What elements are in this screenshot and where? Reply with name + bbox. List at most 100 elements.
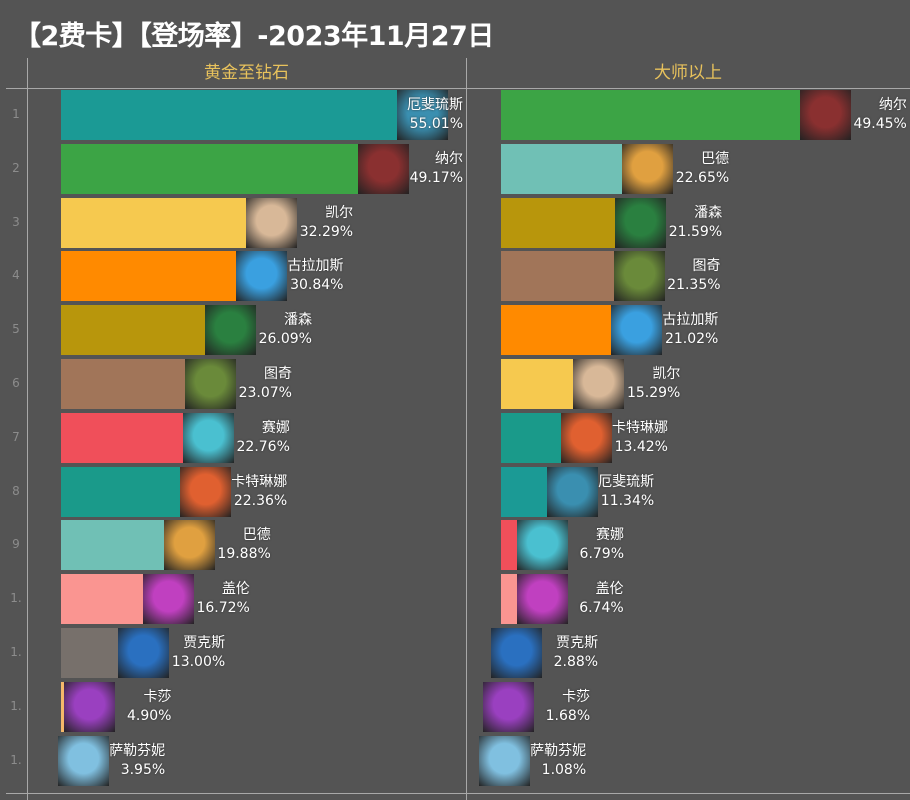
champion-portrait-icon xyxy=(204,305,256,356)
champion-name: 图奇 xyxy=(263,366,292,382)
bar-master-plus xyxy=(501,359,574,409)
rank-label: 6 xyxy=(12,376,20,390)
value-label: 1.08% xyxy=(541,761,587,778)
rank-label: 4 xyxy=(12,268,20,283)
bar-master-plus xyxy=(501,574,517,625)
bar-gold-diamond xyxy=(61,574,143,625)
champion-name: 赛娜 xyxy=(261,419,290,436)
champion-portrait-icon xyxy=(573,359,625,409)
bar-label: 赛娜 22.76% xyxy=(200,419,290,457)
value-label: 30.84% xyxy=(290,277,344,294)
value-label: 19.88% xyxy=(217,546,271,563)
champion-portrait-icon xyxy=(182,412,234,463)
bar-gold-diamond xyxy=(61,466,181,517)
champion-name: 卡特琳娜 xyxy=(231,473,288,490)
bar-gold-diamond xyxy=(61,305,205,356)
bar-label: 萨勒芬妮 1.08% xyxy=(496,742,586,780)
champion-portrait-icon xyxy=(184,359,236,409)
bar-label: 厄斐琉斯 55.01% xyxy=(373,96,463,134)
bar-master-plus xyxy=(501,197,616,248)
bar-label: 古拉加斯 21.02% xyxy=(628,311,718,349)
bar-gold-diamond xyxy=(61,90,397,140)
champion-name: 萨勒芬妮 xyxy=(109,742,166,759)
bar-label: 凯尔 32.29% xyxy=(263,204,353,242)
bar-label: 巴德 22.65% xyxy=(639,150,729,188)
champion-name: 纳尔 xyxy=(435,150,463,167)
panel-header-gold-diamond: 黄金至钻石 xyxy=(204,63,289,83)
champion-name: 凯尔 xyxy=(652,366,681,382)
bar-label: 巴德 19.88% xyxy=(181,526,271,564)
champion-name: 卡莎 xyxy=(562,688,591,705)
bar-master-plus xyxy=(501,412,561,463)
value-label: 23.07% xyxy=(238,385,292,401)
value-label: 22.36% xyxy=(233,492,288,509)
bar-label: 纳尔 49.17% xyxy=(373,150,463,188)
value-label: 11.34% xyxy=(600,492,655,509)
champion-portrait-icon xyxy=(163,520,215,571)
rank-label: 9 xyxy=(12,537,20,552)
value-label: 15.29% xyxy=(626,385,681,401)
champion-name: 古拉加斯 xyxy=(662,312,719,329)
bar-gold-diamond xyxy=(61,520,164,571)
value-label: 3.95% xyxy=(120,761,166,778)
champion-portrait-icon xyxy=(58,735,110,786)
champion-portrait-icon xyxy=(236,251,288,302)
bar-gold-diamond xyxy=(61,359,185,409)
bar-label: 盖伦 6.74% xyxy=(534,580,624,618)
panel-divider xyxy=(466,58,467,800)
value-label: 1.68% xyxy=(545,707,591,724)
bar-label: 图奇 21.35% xyxy=(631,257,721,295)
champion-portrait-icon xyxy=(547,466,599,517)
champion-name: 潘森 xyxy=(694,204,723,221)
bar-label: 潘森 26.09% xyxy=(222,311,312,349)
bar-master-plus xyxy=(501,466,548,517)
value-label: 32.29% xyxy=(299,223,354,240)
value-label: 21.02% xyxy=(664,331,719,348)
bar-master-plus xyxy=(501,520,518,571)
champion-name: 古拉加斯 xyxy=(287,258,344,275)
value-label: 49.45% xyxy=(853,116,907,132)
champion-name: 巴德 xyxy=(701,150,730,167)
value-label: 21.59% xyxy=(668,223,723,240)
bar-master-plus xyxy=(501,90,800,140)
champion-name: 赛娜 xyxy=(596,527,625,544)
champion-portrait-icon xyxy=(611,305,663,356)
bar-label: 厄斐琉斯 11.34% xyxy=(564,473,654,511)
left-axis-line xyxy=(27,58,28,800)
bar-label: 卡特琳娜 13.42% xyxy=(578,419,668,457)
panel-header-master-plus: 大师以上 xyxy=(654,63,722,83)
champion-name: 潘森 xyxy=(283,312,312,329)
value-label: 13.42% xyxy=(614,438,668,455)
champion-name: 厄斐琉斯 xyxy=(598,473,655,490)
header-divider xyxy=(6,88,910,89)
champion-portrait-icon xyxy=(396,90,448,140)
bar-label: 凯尔 15.29% xyxy=(590,365,680,403)
bar-gold-diamond xyxy=(61,412,183,463)
rank-label: 3 xyxy=(12,214,20,229)
value-label: 49.17% xyxy=(409,169,463,186)
value-label: 21.35% xyxy=(667,277,721,294)
value-label: 26.09% xyxy=(258,331,312,348)
bar-label: 卡莎 4.90% xyxy=(81,688,171,726)
bar-master-plus xyxy=(501,251,614,302)
chart-title: 【2费卡】【登场率】-2023年11月27日 xyxy=(14,21,494,52)
bar-gold-diamond xyxy=(61,681,65,732)
value-label: 4.90% xyxy=(127,707,172,724)
bar-label: 纳尔 49.45% xyxy=(817,96,907,134)
value-label: 16.72% xyxy=(196,600,250,617)
rank-label: 5 xyxy=(12,322,20,337)
value-label: 13.00% xyxy=(171,654,226,670)
value-label: 6.74% xyxy=(579,600,624,617)
champion-name: 厄斐琉斯 xyxy=(407,97,463,113)
champion-name: 巴德 xyxy=(242,527,271,544)
champion-portrait-icon xyxy=(517,520,569,571)
bar-gold-diamond xyxy=(61,197,247,248)
champion-name: 卡特琳娜 xyxy=(611,419,668,436)
bar-label: 潘森 21.59% xyxy=(632,204,722,242)
rank-label: 2 xyxy=(12,160,20,175)
bar-master-plus xyxy=(501,143,623,194)
rank-label: 1 xyxy=(12,107,20,121)
bar-label: 盖伦 16.72% xyxy=(160,580,250,618)
champion-portrait-icon xyxy=(118,628,170,678)
rank-label: 1. xyxy=(10,752,22,767)
